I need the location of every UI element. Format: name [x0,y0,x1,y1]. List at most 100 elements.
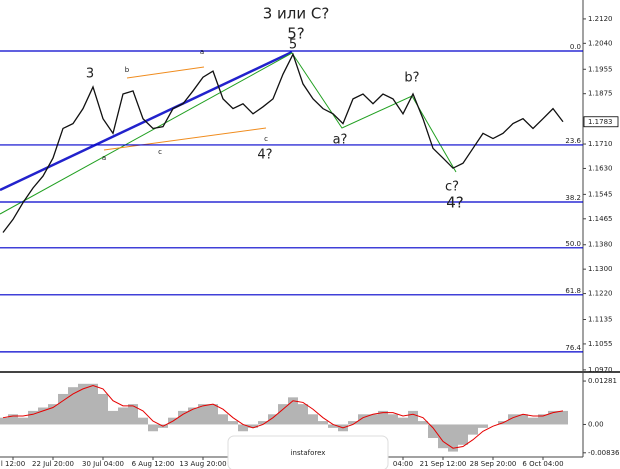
histogram-bar [8,414,18,425]
y-tick-label: 1.1465 [588,215,613,223]
histogram-bar [518,414,528,425]
histogram-bar [258,421,268,425]
y-tick-label: 1.1875 [588,90,613,98]
histogram-bar [278,404,288,425]
histogram-bar [178,410,188,425]
signal-line [2,384,564,449]
wave-label: c [158,148,162,156]
y-tick-label: 1.0970 [588,366,613,374]
histogram-bar [418,421,428,425]
wave-label: a [102,154,106,162]
histogram-bar [438,424,448,449]
histogram-bar [468,424,478,435]
channel-line [126,66,205,79]
histogram-bar [118,407,128,425]
histogram-bar [268,414,278,425]
histogram-bar [328,424,338,428]
x-tick-label: 22 Jul 20:00 [32,460,74,468]
histogram-bar [308,414,318,425]
fib-label: 0.0 [570,43,581,51]
y-tick-label: 1.1135 [588,316,613,324]
histogram-bar [38,407,48,425]
current-price: 1.1783 [588,118,613,126]
fib-label: 76.4 [565,344,581,352]
histogram-bar [398,417,408,425]
y-tick-label: 0.00 [588,420,604,428]
histogram-bar [148,424,158,432]
histogram-bar [128,404,138,425]
histogram-bar [108,410,118,425]
histogram-bar [508,414,518,425]
histogram-bar [528,417,538,425]
y-tick-label: 1.2120 [588,15,613,23]
watermark-box [227,435,389,469]
histogram-bar [58,393,68,425]
y-tick-label: 1.1630 [588,164,613,172]
wave-label: a? [333,133,348,148]
histogram-bar [538,414,548,425]
histogram-bar [408,410,418,425]
histogram-bar [458,424,468,445]
wave-label: 5? [287,25,305,43]
histogram-bar [208,404,218,425]
fib-label: 50.0 [565,240,581,248]
histogram-bar [288,397,298,425]
wave-label: 4? [446,194,464,212]
x-tick-label: 04:00 [393,460,413,468]
x-tick-label: 28 Sep 20:00 [470,460,517,468]
histogram-bar [428,424,438,439]
price-box [583,116,619,128]
histogram-bar [238,424,248,432]
histogram-bar [198,404,208,425]
fib-label: 23.6 [565,137,581,145]
histogram-bar [368,414,378,425]
histogram-bar [0,417,8,425]
histogram-bar [138,417,148,425]
histogram-bar [48,404,58,425]
wave-label: 5 [289,38,297,53]
wave-line [0,52,457,215]
histogram-bar [448,424,458,452]
histogram-bar [98,393,108,425]
histogram-bar [558,410,568,425]
watermark: instaforex [227,435,389,469]
histogram-bar [378,410,388,425]
fib-label: 61.8 [565,287,581,295]
y-tick-label: -0.00836 [588,449,620,457]
price-line [2,52,564,233]
fib-label: 38.2 [565,194,581,202]
histogram-bar [318,421,328,425]
histogram-bar [188,407,198,425]
wave-label: 4? [257,148,272,163]
x-tick-label: 6 Aug 12:00 [132,460,175,468]
watermark-text: instaforex [291,449,326,457]
histogram-bar [28,410,38,425]
histogram-bar [478,424,488,428]
wave-label: c [264,135,268,143]
wave-label: c? [445,180,459,195]
y-tick-label: 0.01281 [588,377,617,385]
histogram-bar [348,421,358,425]
histogram-bar [218,414,228,425]
histogram-bar [68,387,78,425]
histogram-bar [388,414,398,425]
x-tick-label: 21 Sep 12:00 [420,460,467,468]
wave-label: 3 [86,67,94,82]
y-tick-label: 1.1955 [588,65,613,73]
histogram-bar [18,417,28,425]
y-tick-label: 1.1055 [588,340,613,348]
histogram-bar [298,404,308,425]
wave-label: a [200,48,204,56]
wave-label: b? [404,71,419,86]
y-tick-label: 1.2040 [588,39,613,47]
channel-line [103,127,267,151]
histogram-bar [78,383,88,425]
x-tick-label: l 12:00 [1,460,25,468]
y-tick-label: 1.1220 [588,290,613,298]
x-tick-label: 6 Oct 04:00 [522,460,563,468]
chart-title: 3 или C? [263,5,330,23]
y-tick-label: 1.1545 [588,190,613,198]
y-tick-label: 1.1710 [588,140,613,148]
